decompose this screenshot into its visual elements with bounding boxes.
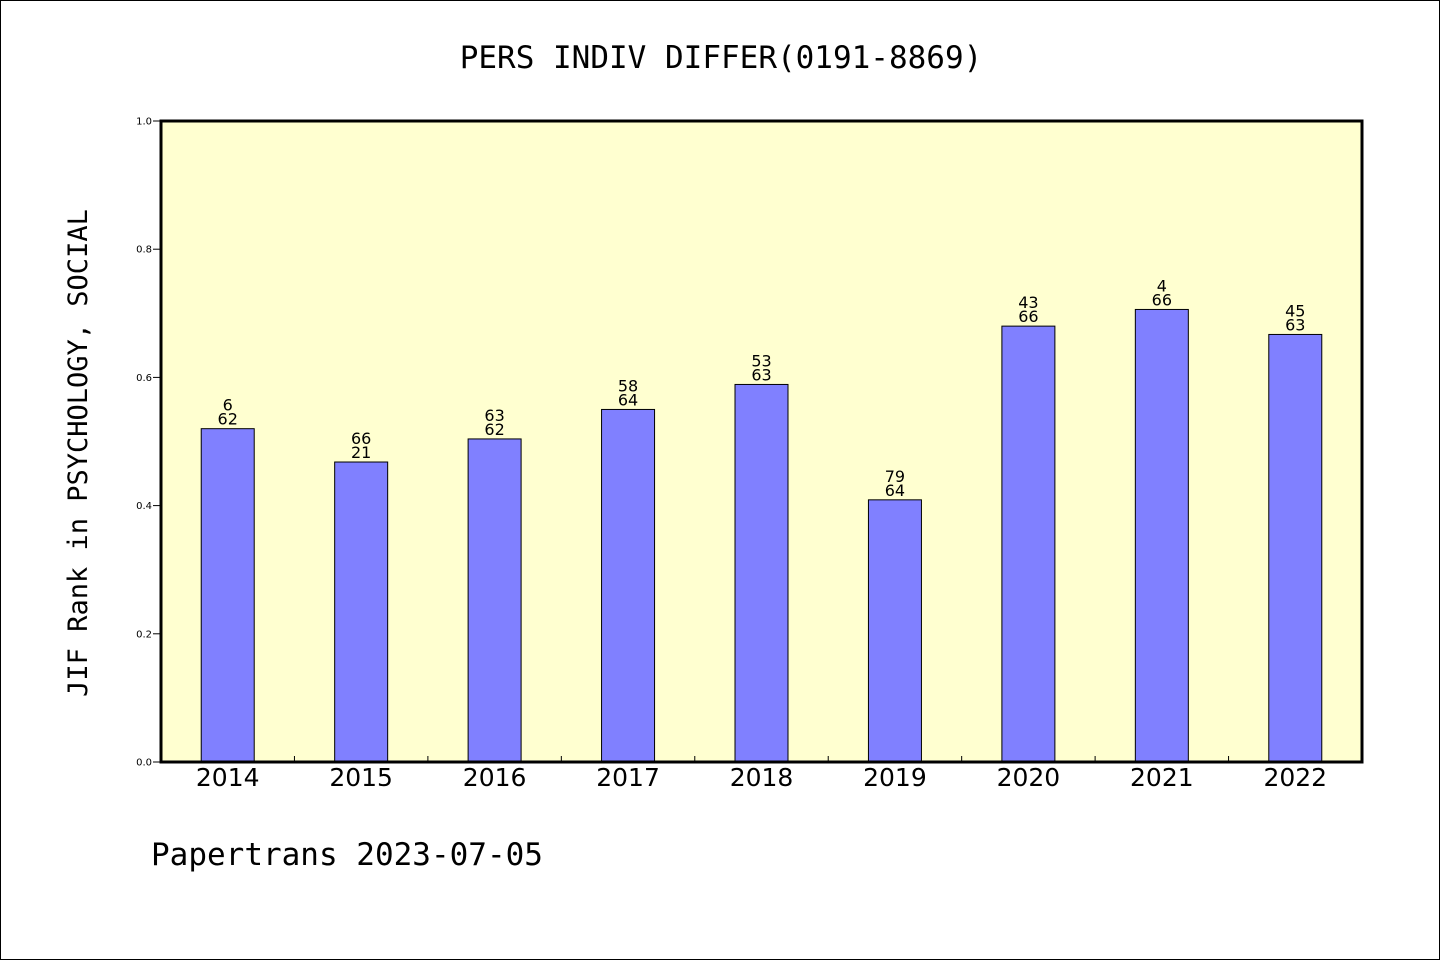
x-tick-label: 2021 bbox=[1130, 763, 1194, 792]
y-tick-label: 0.6 bbox=[136, 373, 152, 384]
y-axis-label: JIF Rank in PSYCHOLOGY, SOCIAL bbox=[63, 209, 94, 697]
data-label-top: 4 bbox=[1157, 276, 1167, 295]
data-label-top: 45 bbox=[1285, 301, 1305, 320]
data-label-bottom: 21 bbox=[351, 443, 371, 462]
x-tick-label: 2016 bbox=[463, 763, 527, 792]
y-tick-label: 1.0 bbox=[136, 117, 152, 128]
plot-border bbox=[159, 119, 1364, 764]
chart-title: PERS INDIV DIFFER(0191-8869) bbox=[460, 40, 983, 76]
bar-2019 bbox=[867, 499, 922, 763]
y-tick-label: 0.8 bbox=[136, 245, 152, 256]
bar-2018 bbox=[734, 383, 789, 763]
x-tick-label: 2022 bbox=[1263, 763, 1327, 792]
data-label-bottom: 62 bbox=[218, 410, 238, 429]
bar-2016 bbox=[467, 438, 522, 763]
bar-2014 bbox=[200, 428, 255, 763]
bar-2021 bbox=[1134, 308, 1189, 763]
data-label-top: 79 bbox=[885, 467, 905, 486]
bar-2017 bbox=[601, 408, 656, 763]
data-label-bottom: 62 bbox=[484, 420, 504, 439]
bar-2020 bbox=[1001, 325, 1056, 763]
data-label-top: 63 bbox=[484, 406, 504, 425]
data-label-bottom: 63 bbox=[751, 365, 771, 384]
x-tick-label: 2020 bbox=[997, 763, 1061, 792]
data-label-bottom: 66 bbox=[1152, 290, 1172, 309]
y-tick-label: 0.2 bbox=[136, 629, 152, 640]
x-tick-label: 2017 bbox=[596, 763, 660, 792]
data-label-top: 66 bbox=[351, 429, 371, 448]
x-axis: 2014 2015 2016 2017 2018 2019 2020 2021 2022 bbox=[196, 756, 1327, 792]
data-label-top: 6 bbox=[223, 396, 233, 415]
y-axis: 0.0 0.2 0.4 0.6 0.8 1.0 bbox=[136, 117, 161, 769]
data-label-top: 43 bbox=[1018, 293, 1038, 312]
y-tick-label: 0.4 bbox=[136, 501, 152, 512]
data-label-bottom: 64 bbox=[885, 481, 905, 500]
x-tick-label: 2019 bbox=[863, 763, 927, 792]
data-label-top: 58 bbox=[618, 376, 638, 395]
x-tick-label: 2014 bbox=[196, 763, 260, 792]
x-tick-label: 2015 bbox=[329, 763, 393, 792]
y-tick-label: 0.0 bbox=[136, 758, 152, 769]
data-label-bottom: 64 bbox=[618, 390, 638, 409]
bar-2015 bbox=[334, 461, 389, 763]
footer-text: Papertrans 2023-07-05 bbox=[151, 837, 543, 873]
data-label-top: 53 bbox=[751, 351, 771, 370]
x-tick-label: 2018 bbox=[730, 763, 794, 792]
bar-2022 bbox=[1268, 333, 1323, 763]
bars-group bbox=[200, 308, 1323, 763]
data-label-bottom: 63 bbox=[1285, 315, 1305, 334]
data-label-bottom: 66 bbox=[1018, 307, 1038, 326]
